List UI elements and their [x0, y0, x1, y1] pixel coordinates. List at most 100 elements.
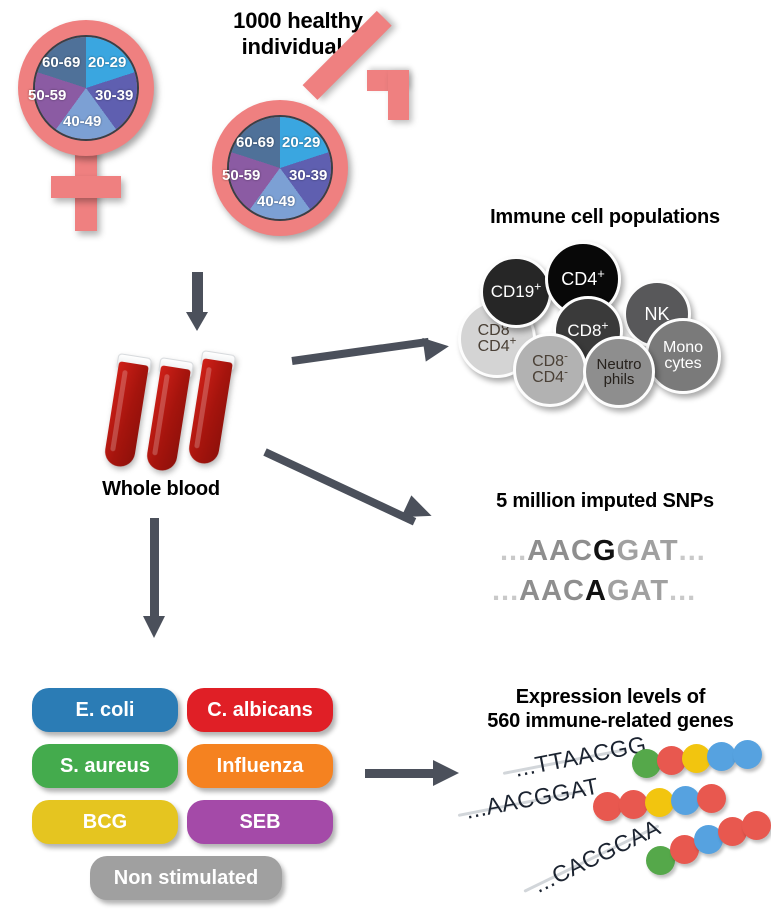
- arrow-blood-to-snps: [263, 440, 465, 560]
- arrow-shaft: [263, 448, 417, 526]
- pie-label-50-59: 50-59: [222, 167, 261, 184]
- arrow-blood-to-stimuli: [138, 518, 174, 648]
- stimulus-label: E. coli: [75, 698, 135, 721]
- expression-dot: [707, 742, 736, 771]
- snp-left: AAC: [527, 535, 594, 567]
- snp-prefix: ...: [492, 575, 520, 607]
- female-symbol: 20-29 30-39 40-49 50-59 60-69: [10, 18, 190, 238]
- arrow-shaft: [365, 769, 435, 778]
- snp-right: GAT: [606, 575, 670, 607]
- snp-sequence-row: ...AACGGAT...: [500, 535, 706, 568]
- snp-left: AAC: [519, 575, 586, 607]
- male-age-pie: [227, 115, 333, 221]
- arrow-head: [143, 616, 165, 638]
- stimulus-seb[interactable]: SEB: [187, 800, 333, 844]
- stimuli-panel: E. coli C. albicans S. aureus Influenza …: [32, 688, 342, 900]
- snp-suffix: ...: [669, 575, 697, 607]
- snp-suffix: ...: [678, 535, 706, 567]
- blood-tube: [186, 344, 237, 466]
- pie-label-30-39: 30-39: [289, 167, 328, 184]
- gene-strand: ...TTAACGG: [502, 731, 771, 792]
- stimulus-label: SEB: [239, 810, 281, 833]
- blood-tubes: [102, 344, 242, 475]
- expression-dot: [657, 746, 686, 775]
- snp-variant-allele: A: [585, 575, 607, 607]
- stimulus-influenza[interactable]: Influenza: [187, 744, 333, 788]
- immune-cell-cd19pos: CD19+: [480, 256, 552, 328]
- pie-label-40-49: 40-49: [257, 193, 296, 210]
- snps-header: 5 million imputed SNPs: [496, 490, 714, 512]
- arrow-head: [401, 495, 436, 529]
- snp-right: GAT: [616, 535, 679, 567]
- arrow-shaft: [192, 272, 203, 314]
- expression-dot: [632, 749, 661, 778]
- stimulus-non-stimulated[interactable]: Non stimulated: [90, 856, 282, 900]
- pie-label-30-39: 30-39: [95, 87, 134, 104]
- immune-cell-monocytes: Mono cytes: [645, 318, 721, 394]
- pie-label-20-29: 20-29: [88, 54, 127, 71]
- pie-label-60-69: 60-69: [42, 54, 81, 71]
- arrow-shaft: [291, 337, 430, 365]
- arrow-head: [186, 312, 208, 331]
- stimulus-label: S. aureus: [59, 754, 151, 777]
- snp-prefix: ...: [500, 535, 528, 567]
- pie-wedge-60-69: [35, 37, 137, 139]
- expression-dot: [671, 786, 700, 815]
- arrow-head: [422, 334, 451, 362]
- stimulus-label: BCG: [82, 810, 128, 833]
- gene-strand: ...AACGGAT: [457, 773, 762, 838]
- expression-dot: [619, 790, 648, 819]
- blood-tube: [102, 347, 153, 469]
- gene-strand: ...CACGCAA: [523, 811, 771, 910]
- arrow-cohort-to-blood: [183, 272, 213, 332]
- strand-sequence: ...CACGCAA: [529, 813, 665, 898]
- expression-dot: [682, 744, 711, 773]
- arrow-shaft: [150, 518, 159, 618]
- immune-header: Immune cell populations: [490, 206, 720, 228]
- stimulus-e-coli[interactable]: E. coli: [32, 688, 178, 732]
- stimulus-label: C. albicans: [207, 698, 313, 721]
- immune-cell-label: Neutro phils: [596, 355, 642, 388]
- cohort-title: 1000 healthy individuals: [178, 8, 418, 60]
- stimulus-s-aureus[interactable]: S. aureus: [32, 744, 178, 788]
- immune-cell-cd8neg-cd4neg: CD8- CD4-: [513, 333, 587, 407]
- female-age-pie: [33, 35, 139, 141]
- stimulus-c-albicans[interactable]: C. albicans: [187, 688, 333, 732]
- blood-tube: [144, 351, 195, 473]
- pie-label-40-49: 40-49: [63, 113, 102, 130]
- immune-cell-label: Mono cytes: [662, 338, 704, 372]
- male-symbol: 20-29 30-39 40-49 50-59 60-69: [200, 10, 415, 245]
- immune-cell-label: CD8- CD4-: [532, 350, 568, 386]
- stimulus-label: Influenza: [216, 754, 304, 777]
- pie-label-20-29: 20-29: [282, 134, 321, 151]
- expression-dot: [593, 792, 622, 821]
- arrow-stimuli-to-expression: [365, 758, 470, 792]
- arrow-blood-to-immune: [291, 330, 472, 380]
- immune-cell-label: CD19+: [490, 279, 542, 302]
- stimulus-label: Non stimulated: [113, 866, 259, 889]
- expression-dot: [733, 740, 762, 769]
- pie-label-50-59: 50-59: [28, 87, 67, 104]
- snp-sequence-row: ...AACAGAT...: [492, 575, 696, 608]
- expression-header: Expression levels of 560 immune-related …: [458, 686, 763, 733]
- stimulus-bcg[interactable]: BCG: [32, 800, 178, 844]
- expression-header-line1: Expression levels of: [515, 686, 706, 708]
- expression-dot: [742, 811, 771, 840]
- immune-cell-label: NK: [644, 303, 670, 324]
- expression-dot: [697, 784, 726, 813]
- whole-blood-label: Whole blood: [102, 478, 220, 500]
- expression-header-line2: 560 immune-related genes: [487, 709, 734, 732]
- pie-wedge-60-69: [229, 117, 331, 219]
- arrow-head: [433, 760, 459, 786]
- immune-cell-neutrophils: Neutro phils: [583, 336, 655, 408]
- snp-variant-allele: G: [593, 535, 617, 567]
- female-symbol-crossbar: [51, 176, 121, 198]
- cohort-title-line1: 1000 healthy: [233, 8, 363, 33]
- pie-label-60-69: 60-69: [236, 134, 275, 151]
- male-symbol-arrowhead-side: [388, 70, 409, 120]
- expression-dot: [645, 788, 674, 817]
- immune-cell-label: CD8+: [567, 318, 609, 341]
- immune-cell-label: CD4+: [561, 265, 605, 289]
